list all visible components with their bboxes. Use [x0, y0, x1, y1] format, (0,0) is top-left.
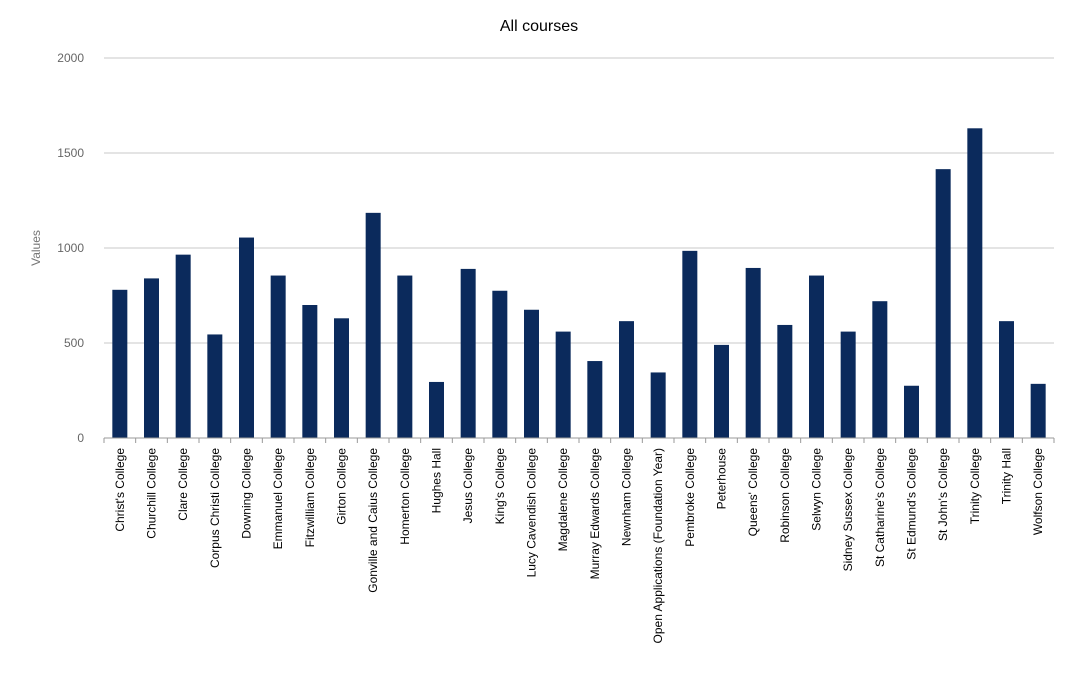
x-tick-label: Lucy Cavendish College — [525, 448, 539, 578]
x-tick-label: St John's College — [936, 448, 950, 541]
x-tick-label: St Edmund's College — [905, 448, 919, 560]
x-tick-label: Pembroke College — [683, 448, 697, 547]
x-tick-label: King's College — [493, 448, 507, 525]
bar — [682, 250, 698, 438]
x-axis-ticks — [103, 438, 1055, 443]
x-tick-label: Selwyn College — [810, 448, 824, 531]
x-tick-label: Gonville and Caius College — [366, 448, 380, 593]
x-tick-label: Fitzwilliam College — [303, 448, 317, 548]
bar — [365, 212, 381, 438]
gridlines — [104, 57, 1054, 344]
x-tick-label: Trinity Hall — [1000, 448, 1014, 504]
x-tick-label: Newnham College — [620, 448, 634, 546]
x-tick-label: Clare College — [176, 448, 190, 521]
bar — [429, 381, 444, 438]
bar — [745, 267, 761, 438]
x-tick-label: Christ's College — [113, 448, 127, 532]
bar — [144, 278, 159, 438]
bar — [555, 331, 571, 438]
y-tick-label: 0 — [77, 431, 84, 445]
bar — [175, 254, 191, 438]
bar — [207, 334, 223, 438]
y-axis-label: Values — [29, 230, 43, 266]
x-tick-label: Homerton College — [398, 448, 412, 545]
x-tick-label: St Catharine's College — [873, 448, 887, 567]
bar — [112, 289, 128, 438]
x-tick-label: Magdalene College — [556, 448, 570, 552]
y-tick-label: 2000 — [57, 51, 84, 65]
bar — [1030, 383, 1046, 438]
bar — [809, 275, 824, 438]
x-tick-label: Hughes Hall — [430, 448, 444, 513]
x-tick-label: Robinson College — [778, 448, 792, 543]
x-tick-label: Churchill College — [145, 448, 159, 539]
bar — [935, 169, 951, 438]
bar — [492, 290, 508, 438]
y-tick-label: 1000 — [57, 241, 84, 255]
bar — [777, 324, 793, 438]
bar — [872, 301, 888, 438]
bar — [840, 331, 856, 438]
bars — [112, 128, 1046, 439]
bar — [270, 275, 286, 438]
x-tick-label: Murray Edwards College — [588, 448, 602, 580]
bar — [334, 318, 349, 438]
y-tick-label: 1500 — [57, 146, 84, 160]
bar — [587, 361, 603, 438]
bar — [904, 385, 919, 438]
y-tick-label: 500 — [64, 336, 84, 350]
bar — [239, 237, 254, 438]
x-tick-label: Trinity College — [968, 448, 982, 525]
bar — [714, 344, 729, 438]
chart-title: All courses — [500, 18, 578, 35]
bar — [524, 309, 539, 438]
x-tick-label: Girton College — [335, 448, 349, 525]
bar — [650, 372, 666, 438]
x-tick-label: Corpus Christi College — [208, 448, 222, 568]
x-tick-label: Wolfson College — [1031, 448, 1045, 535]
bar — [619, 321, 634, 438]
x-tick-label: Jesus College — [461, 448, 475, 524]
x-tick-label: Queens' College — [746, 448, 760, 537]
x-tick-label: Sidney Sussex College — [841, 448, 855, 572]
x-tick-label: Open Applications (Foundation Year) — [651, 448, 665, 643]
bar — [302, 305, 318, 438]
x-tick-label: Downing College — [240, 448, 254, 539]
x-tick-label: Peterhouse — [715, 448, 729, 510]
y-axis-ticks: 0 500 1000 1500 2000 — [57, 51, 84, 445]
x-tick-label: Emmanuel College — [271, 448, 285, 550]
bar — [460, 268, 476, 438]
bar — [967, 128, 983, 439]
category-labels: Christ's College Churchill College Clare C… — [113, 448, 1045, 644]
bar — [999, 321, 1014, 438]
bar — [397, 275, 413, 438]
